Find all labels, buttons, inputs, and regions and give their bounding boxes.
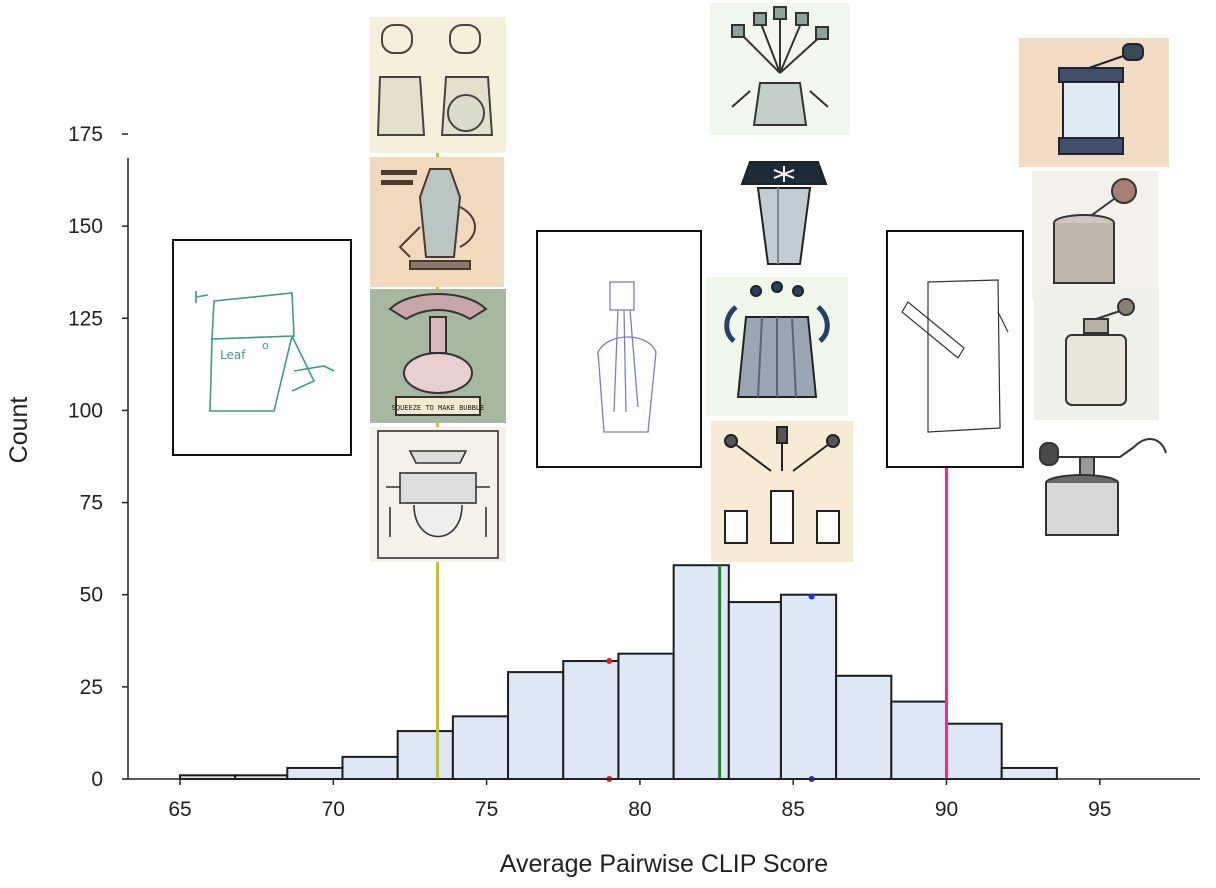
- histogram-bar: [286, 766, 344, 781]
- bottle-sketch-icon: [597, 281, 657, 433]
- histogram-bar: [779, 593, 838, 781]
- y-tick-label: 0: [91, 768, 103, 791]
- bag-squeezer-thumbnail: [370, 17, 506, 153]
- histogram-bar: [507, 671, 565, 780]
- y-tick-label: 125: [68, 307, 103, 330]
- hand-juicer-caption: SQUEEZE TO MAKE BUBBLE: [392, 404, 485, 412]
- press-diagram-icon: [377, 430, 499, 559]
- left-sketch-thumbnail: Leaf o: [172, 239, 352, 456]
- middle-sketch-thumbnail: [536, 230, 702, 468]
- press-diagram-thumbnail: [370, 427, 506, 562]
- y-axis-ticks: 0 25 50 75 100 125 150 175: [68, 123, 128, 791]
- bottle-press-thumbnail: [706, 277, 848, 416]
- score-dot: [606, 658, 613, 665]
- y-tick-label: 150: [68, 215, 103, 238]
- histogram-bar: [1000, 766, 1058, 781]
- y-tick-label: 175: [68, 123, 103, 146]
- squeezer-sketch-icon: Leaf o: [195, 291, 335, 412]
- y-tick-label: 75: [80, 492, 103, 515]
- y-tick-label: 100: [68, 399, 103, 422]
- y-tick-label: 50: [80, 584, 103, 607]
- x-tick-label: 75: [475, 798, 498, 821]
- right-sketch-thumbnail: [886, 230, 1024, 468]
- histogram-bar: [562, 660, 620, 780]
- star-press-thumbnail: [718, 148, 850, 272]
- histogram-bar: [451, 715, 510, 780]
- x-tick-label: 90: [935, 798, 958, 821]
- sketch-label-o: o: [262, 339, 269, 352]
- coffee-pot-icon: [381, 168, 476, 270]
- hand-juicer-thumbnail: SQUEEZE TO MAKE BUBBLE: [370, 289, 506, 423]
- x-tick-label: 95: [1088, 798, 1111, 821]
- score-dot: [808, 593, 815, 600]
- histogram-bar: [890, 700, 948, 780]
- histogram-bar: [617, 652, 675, 781]
- histogram-bar: [396, 730, 454, 780]
- hand-juicer-icon: SQUEEZE TO MAKE BUBBLE: [388, 293, 488, 416]
- y-axis-title: Count: [5, 397, 33, 464]
- star-press-icon: [740, 161, 828, 265]
- multi-arm-gadget-thumbnail: [710, 3, 850, 135]
- x-axis-title: Average Pairwise CLIP Score: [500, 850, 828, 878]
- multi-arm-gadget-icon: [731, 6, 829, 126]
- hand-grinder-thumbnail: [1032, 171, 1158, 299]
- coffee-grinder-thumbnail: [1019, 38, 1169, 167]
- three-arm-diagram-thumbnail: [711, 421, 853, 562]
- histogram-bars: [179, 564, 1058, 781]
- hand-grinder-icon: [1053, 178, 1137, 284]
- x-tick-label: 65: [168, 798, 191, 821]
- bag-squeezer-icon: [376, 24, 494, 136]
- y-tick-label: 25: [80, 676, 103, 699]
- x-tick-label: 80: [628, 798, 651, 821]
- bottle-press-icon: [724, 281, 830, 398]
- histogram-bar: [945, 722, 1003, 781]
- histogram-bar: [835, 674, 893, 780]
- x-tick-label: 85: [782, 798, 805, 821]
- x-tick-label: 70: [322, 798, 345, 821]
- lever-sketch-icon: [901, 279, 1009, 433]
- coffee-grinder-icon: [1058, 43, 1144, 155]
- coffee-pot-thumbnail: [370, 157, 504, 287]
- lever-grinder-icon: [1039, 438, 1167, 536]
- sketch-label-leaf: Leaf: [220, 348, 246, 362]
- lever-grinder-thumbnail: [1030, 423, 1168, 547]
- crank-grinder-icon: [1065, 298, 1135, 406]
- crank-grinder-thumbnail: [1034, 289, 1159, 420]
- histogram-bar: [341, 755, 399, 781]
- three-arm-diagram-icon: [724, 426, 840, 544]
- histogram-bar: [727, 601, 782, 780]
- x-axis-ticks: 65 70 75 80 85 90 95: [168, 779, 1111, 821]
